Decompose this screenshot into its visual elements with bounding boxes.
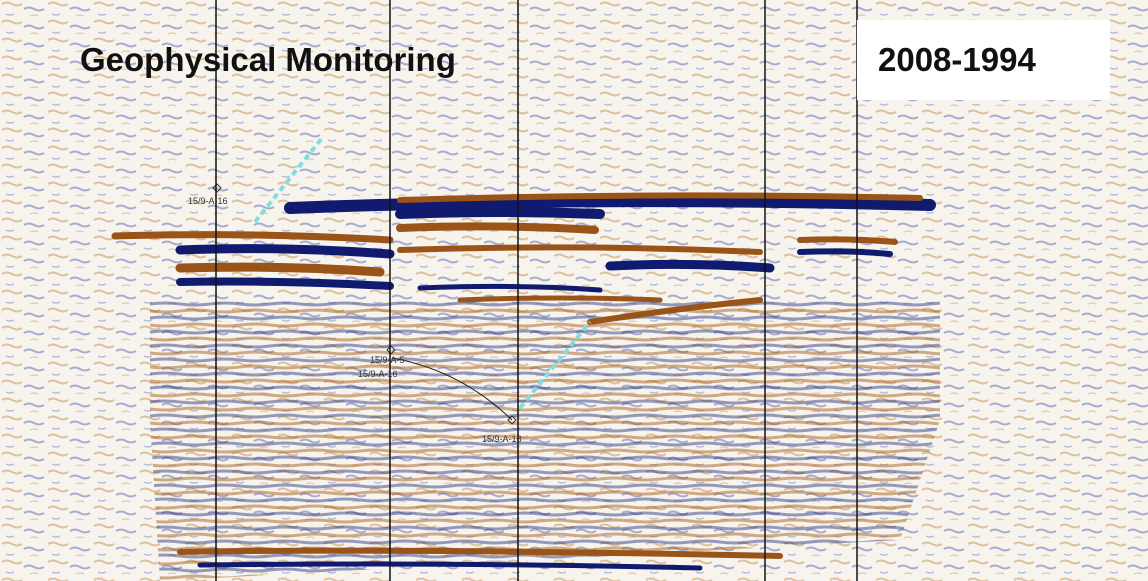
well-label: 15/9-A-16	[358, 369, 398, 379]
well-label: 15/9-A-18	[482, 434, 522, 444]
title: Geophysical Monitoring	[80, 41, 456, 78]
seismic-section: 15/9-A-16 15/9-A-5 15/9-A-16 15/9-A-18 G…	[0, 0, 1148, 581]
well-label: 15/9-A-5	[370, 355, 405, 365]
period: 2008-1994	[878, 41, 1036, 78]
well-label: 15/9-A-16	[188, 196, 228, 206]
deep-reflectors	[150, 300, 940, 581]
